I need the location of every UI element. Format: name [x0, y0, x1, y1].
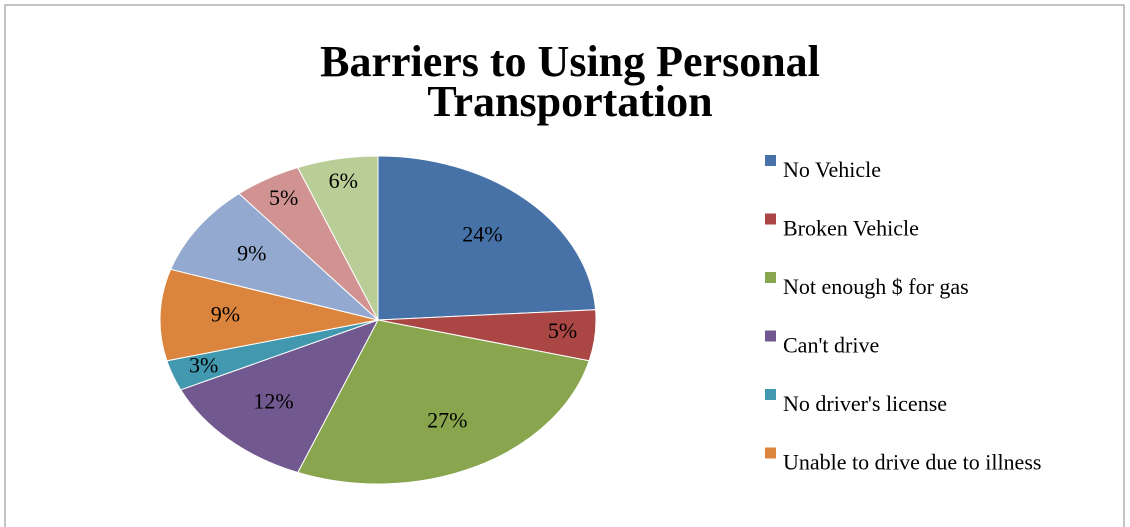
legend-swatch [765, 155, 776, 166]
pie-slice [169, 193, 379, 321]
legend-label: Can't drive [783, 333, 879, 358]
legend-label: Unable to drive due to illness [783, 450, 1041, 475]
legend-label: No Vehicle [783, 157, 881, 182]
data-label: 27% [427, 407, 467, 432]
data-label: 5% [548, 318, 577, 343]
legend-swatch [765, 447, 776, 459]
legend-swatch [765, 213, 776, 225]
legend-label: No driver's license [783, 391, 947, 416]
chart-title: Barriers to Using Personal Transportatio… [320, 37, 820, 126]
legend-label: Broken Vehicle [783, 216, 919, 241]
pie-slice [297, 155, 379, 321]
pie-slice [159, 268, 379, 362]
pie-slice [377, 155, 597, 321]
legend-swatch [765, 330, 776, 342]
data-label: 5% [269, 185, 298, 210]
legend-swatch [765, 389, 776, 400]
pie-slice [179, 319, 380, 474]
data-label: 9% [211, 301, 240, 326]
data-label: 3% [189, 352, 218, 377]
legend-label: Not enough $ for gas [783, 274, 969, 299]
data-label: 24% [462, 221, 502, 246]
data-label: 9% [237, 241, 266, 266]
data-label: 12% [253, 389, 293, 414]
data-label: 6% [329, 168, 358, 193]
legend-swatch [765, 272, 776, 283]
pie-slice [297, 319, 590, 485]
